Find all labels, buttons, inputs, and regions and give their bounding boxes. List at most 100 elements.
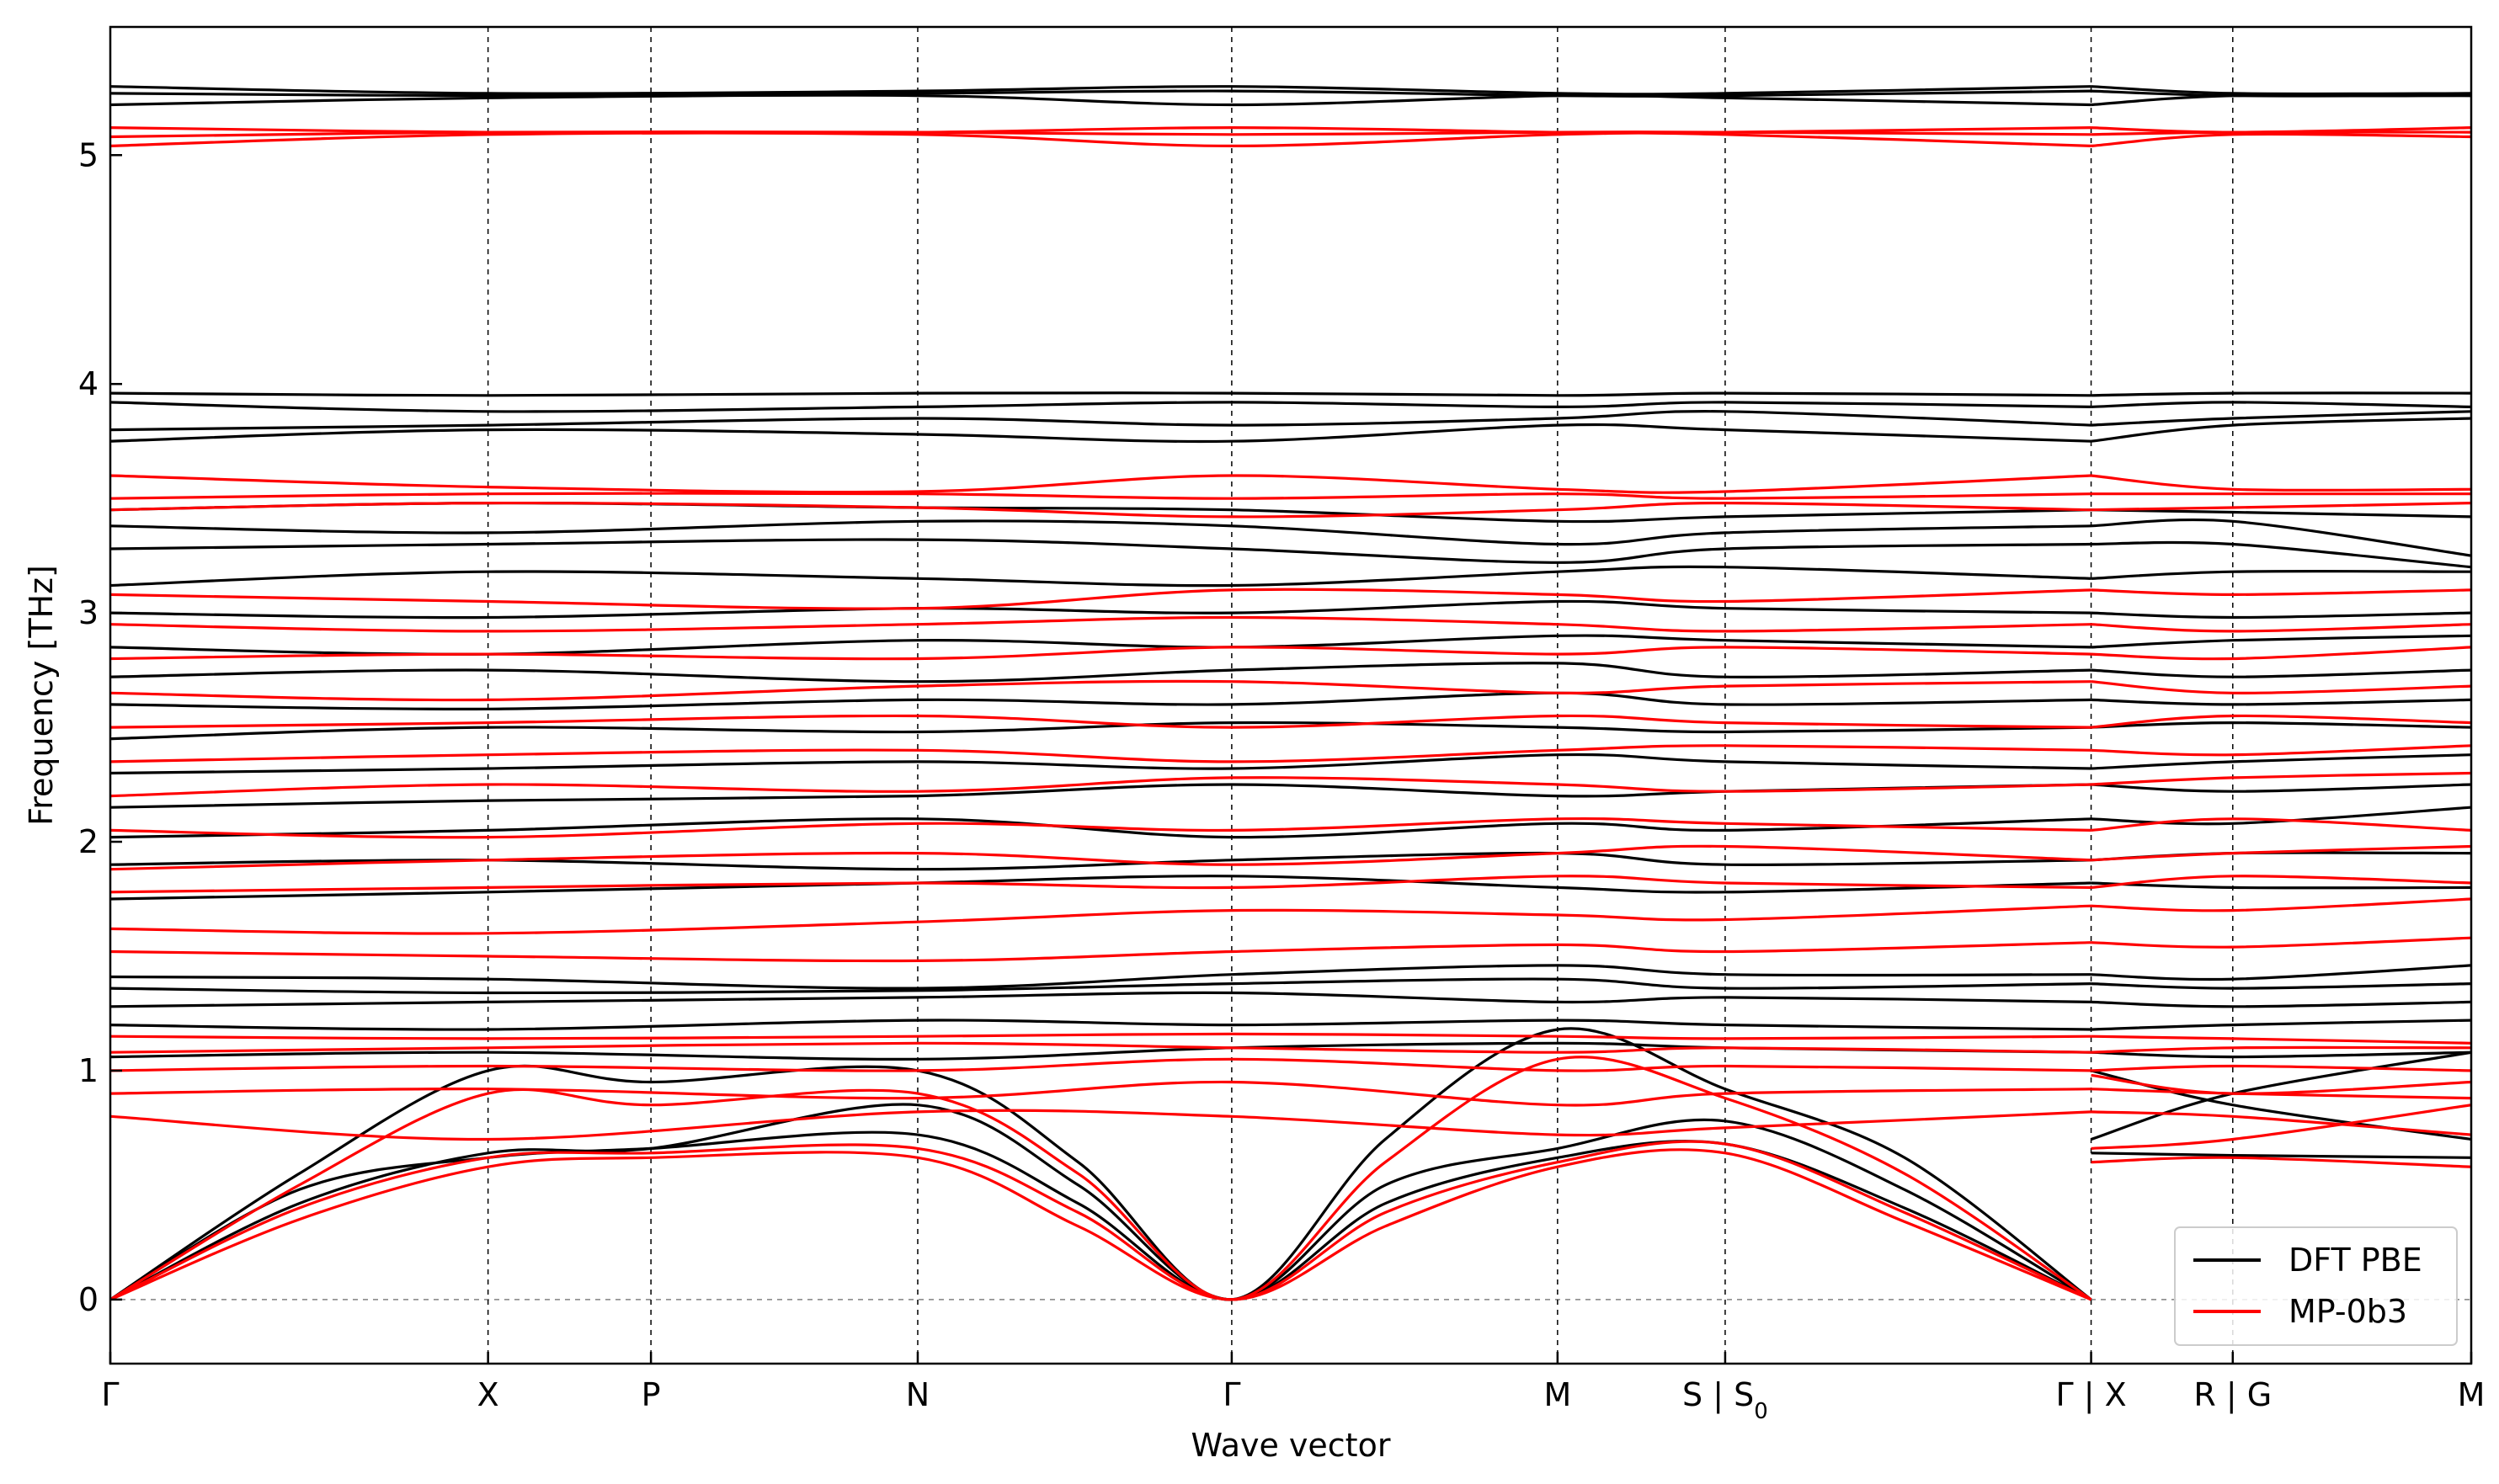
band-dft-pbe-6-1 [2091,1051,2471,1059]
grid-lines [110,27,2471,1364]
band-dft-pbe-17-0 [110,691,2091,710]
band-mp-0b3-11-0 [110,941,2091,963]
band-dft-pbe-27-0 [110,401,2091,413]
y-axis-ticks: 0 1 2 3 4 5 [78,136,122,1318]
series-dft-pbe [110,85,2471,1301]
y-tick-label-3: 3 [78,594,99,631]
band-mp-0b3-6-1 [2091,1110,2471,1136]
band-dft-pbe-23-0 [110,519,2091,546]
y-tick-label-5: 5 [78,136,99,173]
band-dft-pbe-20-0 [110,599,2091,620]
x-tick-label-5: M [1543,1376,1571,1413]
band-dft-pbe-8-1 [2091,1000,2471,1008]
band-dft-pbe-26-0 [110,410,2091,432]
band-mp-0b3-26-1 [2091,132,2471,147]
band-mp-0b3-23-0 [110,501,2091,519]
band-mp-0b3-18-0 [110,714,2091,729]
band-dft-pbe-26-1 [2091,410,2471,427]
band-mp-0b3-10-0 [110,1032,2091,1040]
plot-background [110,27,2471,1364]
band-mp-0b3-16-0 [110,776,2091,798]
band-dft-pbe-15-1 [2091,753,2471,770]
band-dft-pbe-31-1 [2091,85,2471,96]
band-mp-0b3-21-1 [2091,623,2471,633]
band-mp-0b3-3-0 [2091,1156,2471,1168]
band-dft-pbe-10-0 [110,964,2091,990]
band-dft-pbe-30-1 [2091,89,2471,98]
y-tick-label-4: 4 [78,365,99,402]
band-mp-0b3-19-0 [110,679,2091,702]
y-tick-label-1: 1 [78,1052,99,1089]
band-mp-0b3-15-0 [110,816,2091,839]
band-dft-pbe-10-1 [2091,964,2471,981]
band-mp-0b3-17-0 [110,744,2091,763]
band-dft-pbe-7-0 [110,1019,2091,1031]
band-mp-0b3-7-0 [110,1080,2091,1107]
band-mp-0b3-12-0 [110,904,2091,935]
band-mp-0b3-25-0 [110,474,2091,494]
x-tick-label-1: X [477,1376,499,1413]
band-dft-pbe-28-0 [110,391,2091,397]
band-dft-pbe-21-0 [110,565,2091,588]
band-mp-0b3-1-0 [110,1140,2092,1301]
band-mp-0b3-28-1 [2091,126,2471,134]
band-mp-0b3-14-0 [110,844,2091,871]
band-mp-0b3-26-0 [110,131,2091,147]
plot-frame [109,25,2473,1365]
x-tick-label-4: Γ [1223,1376,1240,1413]
band-mp-0b3-20-1 [2091,646,2471,661]
band-mp-0b3-10-1 [2091,1035,2471,1045]
x-axis-ticks: Γ X P N Γ M S | S0 Γ | X R | G M [101,1352,2485,1424]
band-dft-pbe-19-1 [2091,634,2471,649]
band-lines [110,85,2471,1301]
band-mp-0b3-9-0 [110,1041,2091,1054]
band-dft-pbe-25-0 [110,423,2091,444]
legend-label-mp-0b3: MP-0b3 [2289,1293,2407,1330]
y-tick-label-2: 2 [78,823,99,860]
band-dft-pbe-9-0 [110,977,2091,995]
band-dft-pbe-5-0 [2091,1069,2471,1141]
band-mp-0b3-2-0 [110,1056,2092,1301]
band-dft-pbe-3-0 [2091,1051,2471,1141]
band-dft-pbe-25-1 [2091,417,2471,443]
band-dft-pbe-18-0 [110,662,2091,683]
band-mp-0b3-7-1 [2091,1088,2471,1100]
band-dft-pbe-8-0 [110,991,2091,1008]
band-mp-0b3-4-0 [2091,1104,2471,1150]
band-mp-0b3-11-1 [2091,936,2471,949]
band-dft-pbe-28-1 [2091,391,2471,397]
band-dft-pbe-7-1 [2091,1019,2471,1031]
x-tick-label-8: R | G [2193,1376,2272,1414]
x-tick-label-9: M [2458,1376,2486,1413]
band-mp-0b3-19-1 [2091,680,2471,694]
band-mp-0b3-0-0 [110,1148,2092,1301]
series-mp-0b3 [110,126,2471,1301]
band-mp-0b3-9-1 [2091,1045,2471,1054]
band-dft-pbe-22-1 [2091,540,2471,569]
band-mp-0b3-12-1 [2091,897,2471,912]
band-mp-0b3-16-1 [2091,771,2471,786]
x-tick-label-6: S | S0 [1682,1376,1768,1424]
band-dft-pbe-11-0 [110,875,2091,901]
band-mp-0b3-15-1 [2091,817,2471,832]
band-dft-pbe-16-0 [110,721,2091,741]
band-dft-pbe-27-1 [2091,401,2471,408]
band-mp-0b3-20-0 [110,646,2091,661]
band-dft-pbe-22-0 [110,538,2091,564]
band-mp-0b3-24-0 [110,492,2091,500]
band-mp-0b3-13-1 [2091,875,2471,889]
band-mp-0b3-8-1 [2091,1064,2471,1072]
band-mp-0b3-8-0 [110,1057,2091,1072]
band-dft-pbe-21-1 [2091,569,2471,580]
x-tick-label-3: N [906,1376,930,1413]
band-mp-0b3-21-0 [110,615,2091,633]
legend-label-dft-pbe: DFT PBE [2289,1242,2422,1279]
legend-frame [2174,1226,2458,1346]
band-dft-pbe-29-0 [110,93,2091,107]
x-tick-label-2: P [642,1376,661,1413]
band-mp-0b3-23-1 [2091,502,2471,512]
band-dft-pbe-16-1 [2091,721,2471,729]
x-axis-label: Wave vector [1191,1427,1391,1464]
band-dft-pbe-23-1 [2091,518,2471,557]
